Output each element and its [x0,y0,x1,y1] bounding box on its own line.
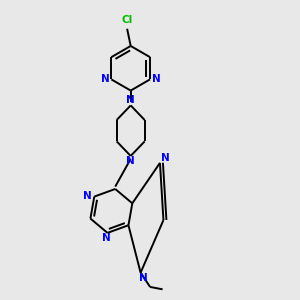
Text: N: N [139,273,148,283]
Text: Cl: Cl [122,15,133,26]
Text: N: N [126,156,135,166]
Text: N: N [126,95,135,105]
Text: N: N [83,191,92,201]
Text: N: N [161,154,170,164]
Text: N: N [152,74,160,84]
Text: N: N [101,74,110,84]
Text: N: N [102,233,111,243]
